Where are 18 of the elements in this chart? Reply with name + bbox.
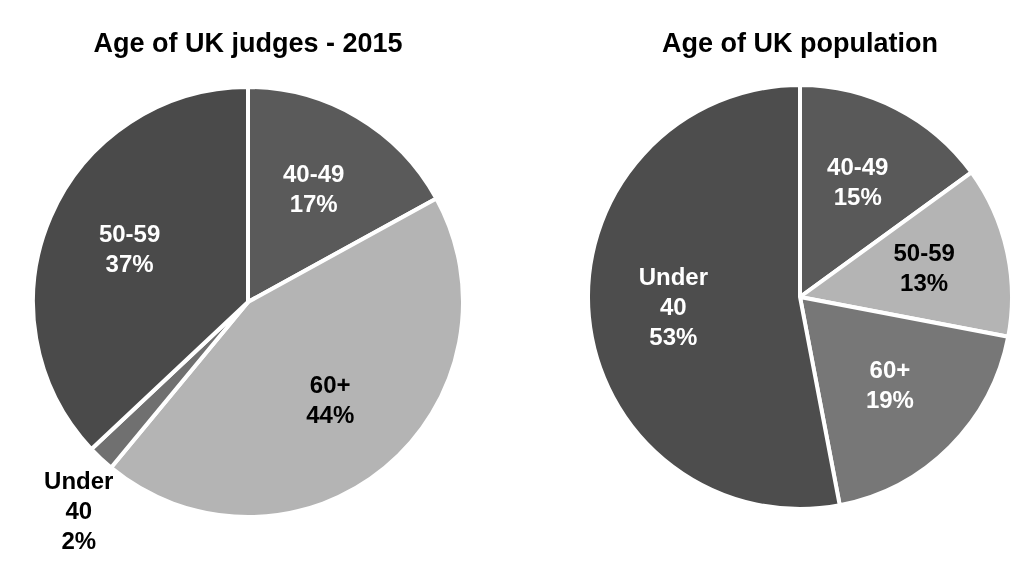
chart-title: Age of UK population	[662, 28, 938, 58]
data-label: 17%	[289, 190, 338, 218]
data-label: 44%	[306, 400, 355, 428]
data-label: 13%	[900, 268, 949, 296]
slice-label: 60+	[309, 370, 351, 398]
slice-label: 40-49	[827, 153, 889, 181]
data-label: 15%	[833, 183, 882, 211]
slice-label: 40-49	[282, 160, 345, 188]
slice-label: Under 40	[638, 263, 709, 321]
slice-label: 60+	[869, 356, 911, 384]
data-label: 53%	[649, 323, 698, 351]
data-label: 19%	[865, 386, 914, 414]
slice-label: 50-59	[893, 238, 955, 266]
data-label: 37%	[105, 250, 154, 278]
data-label: 2%	[61, 526, 97, 554]
slice-label: Under 40	[44, 466, 114, 524]
slice-label: 50-59	[98, 220, 161, 248]
chart-title: Age of UK judges - 2015	[93, 28, 403, 58]
